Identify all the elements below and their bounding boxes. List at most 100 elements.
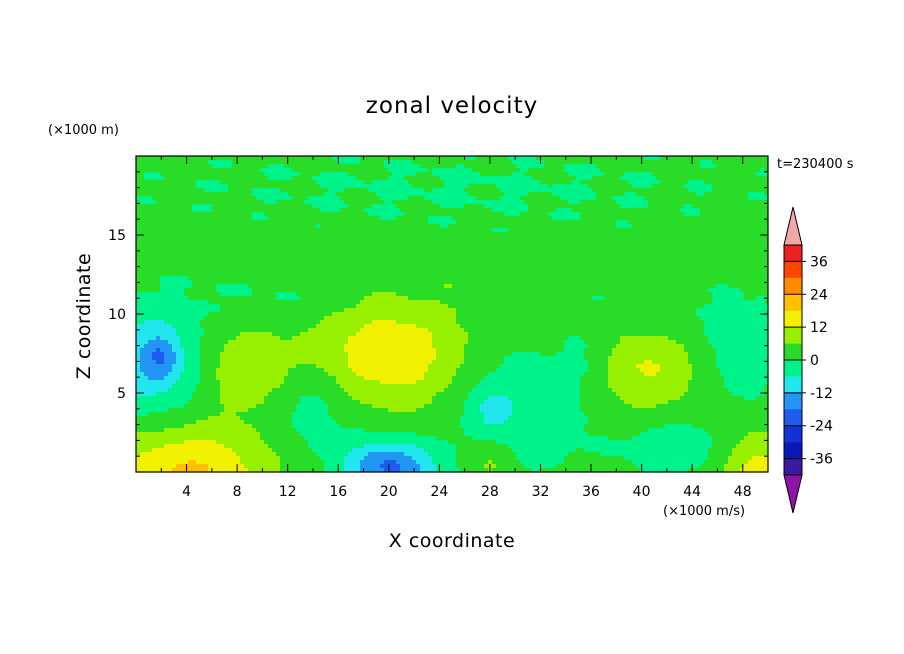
contour-cell <box>276 296 301 301</box>
contour-cell <box>524 172 569 177</box>
contour-cell <box>360 468 385 472</box>
contour-cell <box>292 196 309 201</box>
contour-cell <box>396 460 417 465</box>
contour-cell <box>324 468 345 472</box>
contour-cell <box>504 192 529 197</box>
contour-cell <box>508 396 581 401</box>
contour-cell <box>260 436 305 441</box>
contour-cell <box>648 204 685 209</box>
contour-cell <box>136 424 185 429</box>
contour-cell <box>164 376 181 381</box>
contour-cell <box>484 416 509 421</box>
contour-cell <box>516 456 565 461</box>
contour-cell <box>724 384 765 389</box>
contour-cell <box>136 392 157 397</box>
contour-cell <box>368 188 425 193</box>
contour-cell <box>456 464 485 469</box>
contour-cell <box>456 448 513 453</box>
contour-cell <box>136 372 145 377</box>
contour-cell <box>280 456 321 461</box>
contour-cell <box>608 436 633 441</box>
contour-cell <box>464 204 485 209</box>
contour-cell <box>224 404 257 409</box>
contour-cell <box>420 164 457 169</box>
contour-cell <box>512 160 545 165</box>
contour-cell <box>140 356 153 361</box>
contour-cell <box>140 348 157 353</box>
colorbar-band <box>784 360 802 377</box>
x-tick-label: 8 <box>233 484 242 500</box>
contour-cell <box>716 352 768 357</box>
contour-cell <box>184 364 201 369</box>
contour-cell <box>200 368 217 373</box>
contour-cell <box>252 288 709 293</box>
contour-cell <box>760 168 765 173</box>
contour-cell <box>632 404 657 409</box>
contour-cell <box>424 448 457 453</box>
contour-cell <box>420 464 437 469</box>
contour-cell <box>548 212 581 217</box>
contour-cell <box>248 284 445 289</box>
contour-cell <box>212 164 233 169</box>
contour-cell <box>432 188 465 193</box>
contour-cell <box>416 432 465 437</box>
contour-cell <box>412 456 433 461</box>
contour-cell <box>136 156 333 161</box>
contour-cell <box>652 184 685 189</box>
contour-cell <box>528 208 557 213</box>
contour-cell <box>680 396 745 401</box>
contour-cell <box>464 352 513 357</box>
contour-cell <box>704 192 749 197</box>
contour-cell <box>728 460 749 465</box>
contour-cell <box>496 464 525 469</box>
contour-cell <box>200 372 217 377</box>
contour-cell <box>280 384 341 389</box>
contour-cell <box>580 336 621 341</box>
contour-cell <box>136 396 193 401</box>
contour-cell <box>704 460 729 465</box>
contour-cell <box>224 344 345 349</box>
contour-cell <box>324 316 457 321</box>
contour-cell <box>640 432 709 437</box>
contour-cell <box>464 432 589 437</box>
contour-cell <box>680 208 701 213</box>
contour-cell <box>716 364 768 369</box>
contour-cell <box>216 288 253 293</box>
contour-cell <box>316 324 365 329</box>
contour-cell <box>740 468 768 472</box>
contour-cell <box>304 436 437 441</box>
contour-cell <box>172 344 181 349</box>
contour-cell <box>136 408 169 413</box>
contour-cell <box>568 336 581 341</box>
contour-cell <box>416 172 433 177</box>
contour-cell <box>712 184 768 189</box>
contour-cell <box>744 436 768 441</box>
contour-cell <box>160 280 193 285</box>
contour-cell <box>164 444 225 449</box>
contour-cell <box>224 348 345 353</box>
contour-cell <box>200 344 225 349</box>
contour-cell <box>176 328 205 333</box>
contour-cell <box>540 352 557 357</box>
contour-cell <box>608 368 641 373</box>
x-tick-label: 40 <box>633 484 651 500</box>
contour-cell <box>556 464 637 469</box>
contour-cell <box>464 412 485 417</box>
contour-cell <box>532 176 577 181</box>
contour-cell <box>428 368 457 373</box>
contour-cell <box>460 364 501 369</box>
contour-cell <box>136 208 193 213</box>
contour-cell <box>592 188 689 193</box>
contour-cell <box>604 296 713 301</box>
contour-cell <box>656 176 768 181</box>
contour-cell <box>616 220 629 225</box>
contour-cell <box>312 176 357 181</box>
contour-cell <box>456 456 517 461</box>
contour-cell <box>200 320 321 325</box>
contour-cell <box>136 164 213 169</box>
contour-cell <box>168 372 181 377</box>
contour-cell <box>360 460 385 465</box>
contour-cell <box>748 460 768 465</box>
contour-cell <box>136 352 141 357</box>
contour-cell <box>556 352 585 357</box>
